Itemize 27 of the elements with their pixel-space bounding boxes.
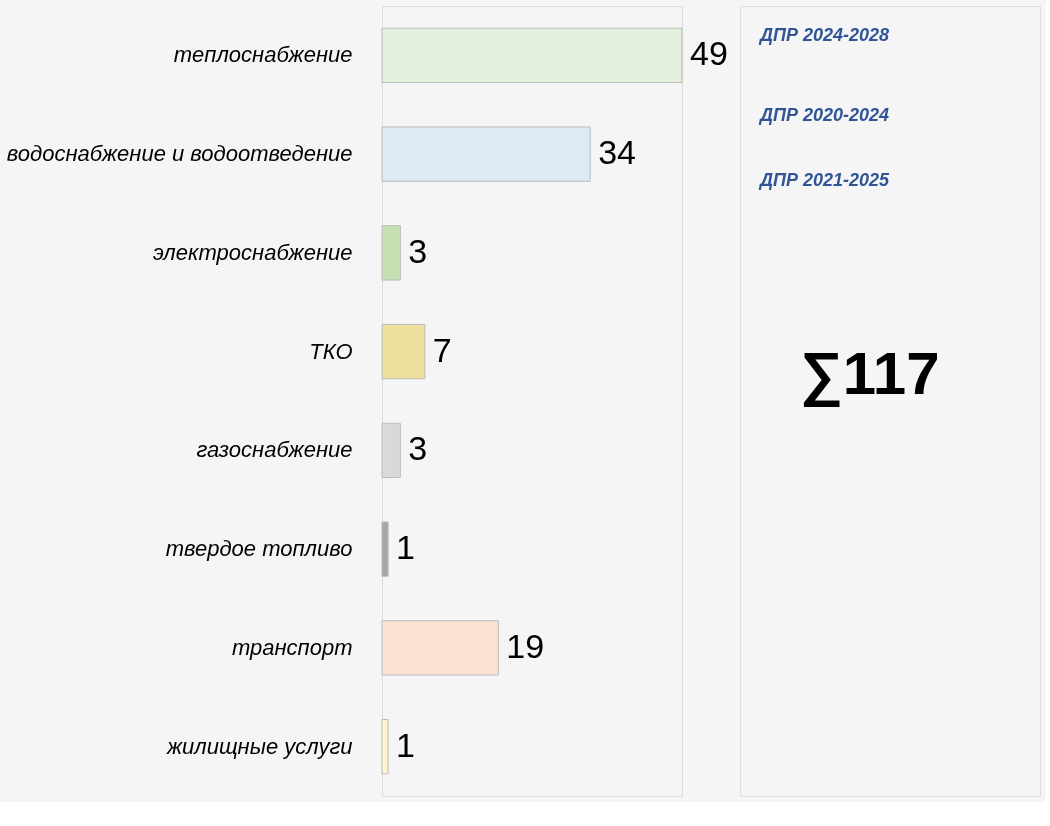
data-label: 7	[432, 330, 452, 369]
data-label: 19	[506, 626, 545, 665]
bar	[381, 27, 683, 84]
y-tick-label: водоснабжение и водоотведение	[6, 141, 353, 167]
text: ДПР 2021-2025	[758, 170, 891, 190]
y-tick-label: жилищные услуги	[165, 733, 353, 759]
y-tick-label: теплоснабжение	[173, 42, 353, 68]
y-tick-label: ТКО	[309, 338, 353, 364]
data-label: 49	[690, 34, 728, 73]
data-label: 34	[598, 133, 636, 172]
bar	[381, 126, 591, 182]
bar	[381, 225, 401, 281]
y-tick-label: транспорт	[231, 634, 353, 660]
data-label: 3	[408, 231, 428, 270]
y-tick-label: твердое топливо	[165, 536, 353, 562]
bar	[381, 718, 389, 775]
data-label: 1	[396, 528, 416, 567]
y-tick-label: газоснабжение	[196, 437, 353, 463]
data-label: 3	[408, 429, 428, 468]
bar	[381, 620, 499, 676]
text: ДПР 2024-2028	[758, 25, 890, 45]
bar	[381, 323, 426, 380]
text: ДПР 2020-2024	[758, 105, 890, 125]
y-tick-label: электроснабжение	[152, 239, 353, 265]
data-label: 1	[396, 725, 416, 764]
text: ∑117	[800, 340, 940, 408]
bar	[381, 521, 389, 577]
